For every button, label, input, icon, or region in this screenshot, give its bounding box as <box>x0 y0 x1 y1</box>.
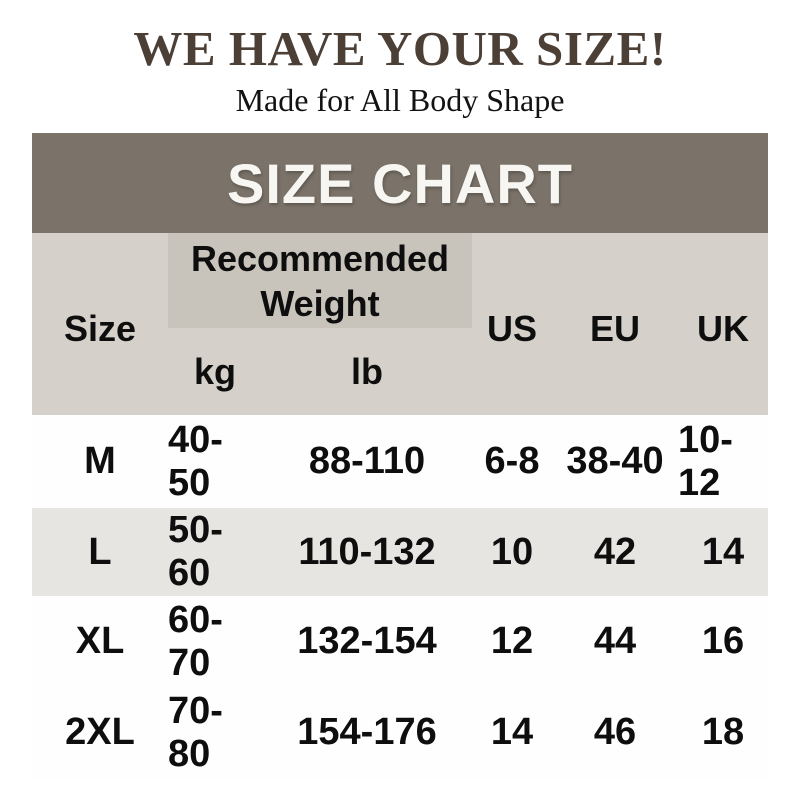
column-header-size: Size <box>63 308 137 349</box>
cell-uk: 14 <box>701 530 745 573</box>
column-header-lb: lb <box>351 350 383 392</box>
cell-lb: 154-176 <box>297 711 437 753</box>
column-header-kg: kg <box>193 350 236 392</box>
size-chart-table: SIZE CHART Size Recommended Weight kg lb… <box>32 133 768 778</box>
cell-eu: 42 <box>593 530 637 573</box>
column-header-uk: UK <box>697 308 749 349</box>
row-size-label: L <box>88 530 112 573</box>
cell-kg: 50-60 <box>168 509 223 594</box>
size-row-m: M 40-50 88-110 6-8 38-40 10-12 <box>32 415 768 508</box>
cell-lb: 132-154 <box>297 620 437 662</box>
cell-uk: 18 <box>701 711 745 753</box>
row-size-label: M <box>84 440 116 482</box>
size-chart-banner: SIZE CHART <box>32 133 768 233</box>
column-header-recommended-weight: Recommended Weight <box>168 233 472 328</box>
cell-uk: 10-12 <box>678 418 733 504</box>
size-row-2xl: 2XL 70-80 154-176 14 46 18 <box>32 687 768 778</box>
cell-eu: 38-40 <box>566 440 664 482</box>
column-header-us: US <box>486 308 537 349</box>
cell-uk: 16 <box>701 620 745 662</box>
table-header: Size Recommended Weight kg lb US EU UK <box>32 233 768 415</box>
row-size-label: 2XL <box>65 711 135 753</box>
page-subtitle: Made for All Body Shape <box>235 81 565 118</box>
cell-eu: 44 <box>593 620 637 662</box>
size-row-xl: XL 60-70 132-154 12 44 16 <box>32 596 768 687</box>
page-title: WE HAVE YOUR SIZE! <box>133 21 667 76</box>
cell-kg: 60-70 <box>168 598 223 684</box>
cell-kg: 70-80 <box>168 689 223 775</box>
cell-eu: 46 <box>593 711 637 753</box>
hero-section: WE HAVE YOUR SIZE! Made for All Body Sha… <box>0 0 800 119</box>
size-chart-banner-label: SIZE CHART <box>227 151 573 215</box>
row-size-label: XL <box>75 620 125 662</box>
cell-lb: 110-132 <box>298 530 436 573</box>
cell-us: 12 <box>490 620 534 662</box>
cell-kg: 40-50 <box>168 418 223 504</box>
column-header-eu: EU <box>589 308 640 349</box>
size-row-l: L 50-60 110-132 10 42 14 <box>32 508 768 596</box>
cell-us: 6-8 <box>484 440 540 482</box>
recommended-weight-label: Recommended Weight <box>190 237 450 324</box>
cell-lb: 88-110 <box>308 440 426 482</box>
cell-us: 14 <box>490 711 534 753</box>
cell-us: 10 <box>490 530 534 573</box>
